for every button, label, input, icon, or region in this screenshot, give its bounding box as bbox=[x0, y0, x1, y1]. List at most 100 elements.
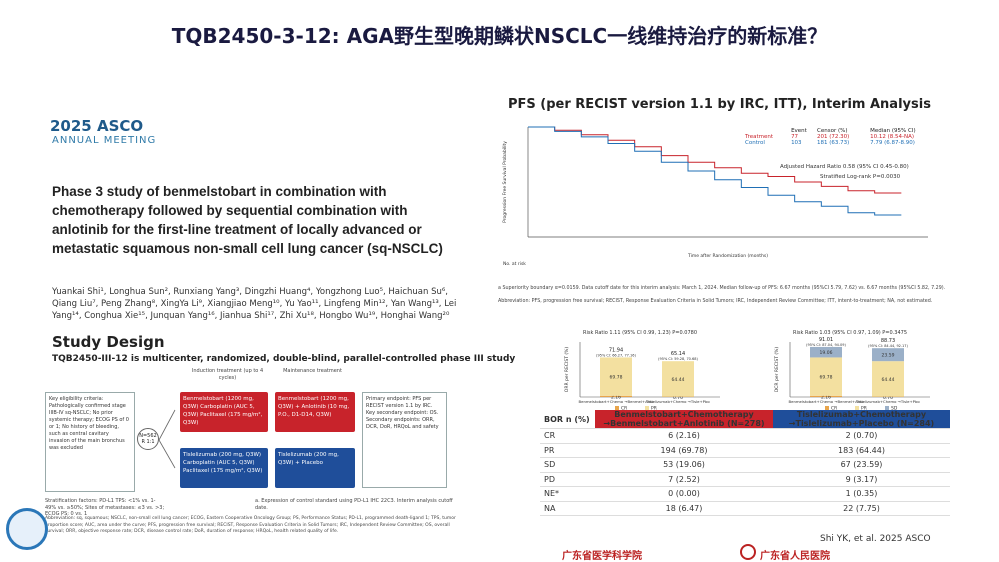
km-series-line bbox=[528, 126, 902, 194]
bar-total-label: 71.94 bbox=[609, 347, 623, 353]
bor-val-b: 9 (3.17) bbox=[773, 472, 950, 487]
bor-val-a: 18 (6.47) bbox=[595, 501, 773, 516]
bor-val-a: 7 (2.52) bbox=[595, 472, 773, 487]
bar-legend-label: CR bbox=[831, 406, 837, 411]
km-y-label: Progression Free Survival Probability bbox=[502, 141, 508, 223]
design-abbreviations: Abbreviation: sq, squamous; NSCLC, non-s… bbox=[45, 516, 456, 534]
eligibility-criteria-box: Key eligibility criteria: Pathologically… bbox=[45, 392, 135, 492]
bar-legend-swatch bbox=[855, 406, 859, 410]
bar-segment bbox=[600, 395, 632, 397]
km-series-line bbox=[528, 126, 902, 216]
bar-segment-label: 64.44 bbox=[882, 377, 895, 383]
pfs-median: 7.79 (6.87-8.90) bbox=[870, 140, 915, 146]
bor-key: SD bbox=[540, 457, 595, 473]
bar-ci-label: (95% CI: 59.28, 70.68) bbox=[658, 357, 698, 361]
induction-label: Induction treatment (up to 4 cycles) bbox=[191, 368, 264, 381]
pfs-km-chart: Progression Free Survival Probability Tim… bbox=[502, 126, 928, 267]
bor-val-b: 1 (0.35) bbox=[773, 486, 950, 502]
slide-title: TQB2450-3-12: AGA野生型晚期鳞状NSCLC一线维持治疗的新标准？ bbox=[171, 24, 828, 48]
table-row: CR 6 (2.16) 2 (0.70) bbox=[540, 428, 950, 444]
pfs-th: Censor (%) bbox=[817, 128, 848, 134]
bor-val-a: 6 (2.16) bbox=[595, 428, 773, 444]
pfs-title: PFS (per RECIST version 1.1 by IRC, ITT)… bbox=[508, 97, 931, 112]
bar-total-label: 88.73 bbox=[881, 338, 895, 344]
design-connector-lines bbox=[158, 409, 176, 469]
table-row: PR 194 (69.78) 183 (64.44) bbox=[540, 443, 950, 458]
pfs-summary-table: Event Censor (%) Median (95% CI) Treatme… bbox=[745, 128, 945, 146]
bar-segment-label: 23.59 bbox=[882, 353, 895, 359]
pfs-arm: Treatment bbox=[745, 134, 773, 140]
bar-segment-label: 64.44 bbox=[672, 377, 685, 383]
bor-table: BOR n (%) Benmelstobart+Chemotherapy →Be… bbox=[540, 410, 950, 516]
bar-legend-swatch bbox=[885, 406, 889, 410]
bar-segment-label: 69.78 bbox=[820, 375, 833, 381]
table-row: NE* 0 (0.00) 1 (0.35) bbox=[540, 486, 950, 502]
bor-key: CR bbox=[540, 428, 595, 444]
design-note: a. Expression of control standard using … bbox=[255, 498, 453, 511]
bor-key: NA bbox=[540, 501, 595, 516]
pfs-event: 77 bbox=[791, 134, 799, 140]
bar-total-label: 91.01 bbox=[819, 337, 833, 343]
bor-val-b: 67 (23.59) bbox=[773, 457, 950, 473]
bar-category-label: Tislelizumab+Chemo →Tisle+Pbo bbox=[645, 399, 710, 404]
arm-a-maintenance-box: Benmelstobart (1200 mg, Q3W) + Anlotinib… bbox=[275, 392, 355, 432]
study-design-heading: Study Design bbox=[52, 333, 165, 351]
conference-subtitle: ANNUAL MEETING bbox=[52, 135, 157, 146]
hospital-seal-icon bbox=[740, 544, 756, 560]
bor-val-b: 183 (64.44) bbox=[773, 443, 950, 458]
endpoints-box: Primary endpoint: PFS per RECIST version… bbox=[362, 392, 447, 488]
bar-category-label: Benmelstobart+Chemo →Benmel+Anlo bbox=[579, 399, 655, 404]
pfs-logrank: Stratified Log-rank P=0.0030 bbox=[820, 174, 901, 180]
arm-a-induction-box: Benmelstobart (1200 mg, Q3W) Carboplatin… bbox=[180, 392, 268, 432]
bar-segment bbox=[600, 357, 632, 396]
pfs-median: 10.12 (8.54-NA) bbox=[870, 134, 915, 140]
bar-ci-label: (95% CI: 87.04, 94.09) bbox=[806, 343, 846, 347]
bar-category-label: Benmelstobart+Chemo →Benmel+Anlo bbox=[789, 399, 865, 404]
km-x-label: Time after Randomization (months) bbox=[687, 253, 768, 259]
bor-key: PR bbox=[540, 443, 595, 458]
bar-ci-label: (95% CI: 84.44, 92.17) bbox=[868, 344, 908, 348]
bar-segment bbox=[662, 361, 694, 397]
stratification-factors: Stratification factors: PD-L1 TPS: <1% v… bbox=[45, 498, 165, 517]
arm-b-induction-box: Tislelizumab (200 mg, Q3W) Carboplatin (… bbox=[180, 448, 268, 488]
randomization-circle: N=562 R 1:1 bbox=[137, 428, 159, 450]
bar-segment-label: 69.78 bbox=[610, 375, 623, 381]
bar-ci-label: (95% CI: 66.27, 77.16) bbox=[596, 353, 636, 357]
bar-segment-label: 0.70 bbox=[673, 395, 683, 401]
table-row: PD 7 (2.52) 9 (3.17) bbox=[540, 472, 950, 487]
conference-logo: 2025 ASCO bbox=[50, 117, 144, 135]
pfs-arm: Control bbox=[745, 140, 765, 146]
bor-val-a: 53 (19.06) bbox=[595, 457, 773, 473]
authors: Yuankai Shi¹, Longhua Sun², Runxiang Yan… bbox=[52, 287, 457, 321]
pfs-abbreviations: Abbreviation: PFS, progression free surv… bbox=[498, 299, 933, 304]
pfs-censor: 201 (72.30) bbox=[817, 134, 850, 140]
pfs-footnote: a Superiority boundary α=0.0159. Data cu… bbox=[498, 286, 946, 291]
footer-institution-right: 广东省人民医院 bbox=[760, 551, 830, 562]
pfs-hr: Adjusted Hazard Ratio 0.58 (95% CI 0.45-… bbox=[780, 164, 909, 170]
study-title: Phase 3 study of benmelstobart in combin… bbox=[52, 184, 443, 256]
km-at-risk-label: No. at risk bbox=[503, 261, 526, 267]
bor-header-arm-a: Benmelstobart+Chemotherapy →Benmelstobar… bbox=[595, 410, 773, 429]
bor-key: NE* bbox=[540, 486, 595, 502]
bar-segment bbox=[872, 348, 904, 362]
bor-key: PD bbox=[540, 472, 595, 487]
bar-legend-swatch bbox=[825, 406, 829, 410]
table-row: SD 53 (19.06) 67 (23.59) bbox=[540, 457, 950, 473]
bar-legend-swatch bbox=[615, 406, 619, 410]
hospital-logo-icon bbox=[6, 508, 48, 550]
pfs-th: Event bbox=[791, 128, 807, 134]
bar-segment bbox=[872, 361, 904, 397]
reference-citation: Shi YK, et al. 2025 ASCO bbox=[820, 534, 931, 544]
bor-val-b: 22 (7.75) bbox=[773, 501, 950, 516]
bar-segment-label: 2.16 bbox=[611, 394, 621, 400]
bar-chart-title: Risk Ratio 1.03 (95% CI 0.97, 1.09) P=0.… bbox=[793, 330, 907, 336]
pfs-th: Median (95% CI) bbox=[870, 128, 916, 134]
bar-legend-label: PR bbox=[651, 406, 657, 411]
pfs-censor: 181 (63.73) bbox=[817, 140, 850, 146]
study-design-subheading: TQB2450-III-12 is multicenter, randomize… bbox=[52, 354, 516, 364]
bar-legend-label: PR bbox=[861, 406, 867, 411]
table-row: NA 18 (6.47) 22 (7.75) bbox=[540, 501, 950, 516]
bar-legend-swatch bbox=[645, 406, 649, 410]
bar-total-label: 65.14 bbox=[671, 351, 685, 357]
bar-segment-label: 0.70 bbox=[883, 395, 893, 401]
